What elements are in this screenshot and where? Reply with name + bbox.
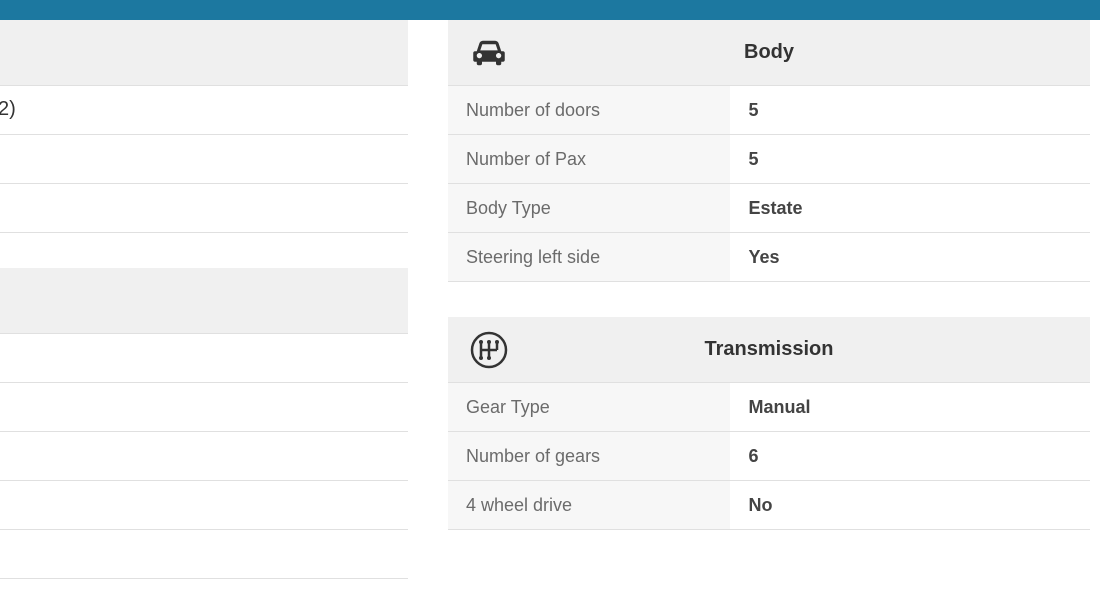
label-4wd: 4 wheel drive [448, 481, 730, 529]
body-section: Body Number of doors 5 Number of Pax 5 B… [448, 20, 1090, 282]
table-row: 4 wheel drive No [448, 481, 1090, 530]
left-row [0, 432, 408, 481]
value-pax: 5 [730, 135, 1090, 183]
left-section-header-2 [0, 268, 408, 334]
left-row [0, 184, 408, 233]
right-column: Body Number of doors 5 Number of Pax 5 B… [448, 20, 1098, 579]
table-row: Gear Type Manual [448, 383, 1090, 432]
label-numgears: Number of gears [448, 432, 730, 480]
table-row: Number of Pax 5 [448, 135, 1090, 184]
value-steering: Yes [730, 233, 1090, 281]
label-bodytype: Body Type [448, 184, 730, 232]
label-geartype: Gear Type [448, 383, 730, 431]
left-section-header [0, 20, 408, 86]
left-row [0, 135, 408, 184]
left-column: 2) [0, 20, 408, 579]
content-area: 2) Body Number of doors 5 [0, 20, 1100, 579]
table-row: Number of doors 5 [448, 86, 1090, 135]
label-doors: Number of doors [448, 86, 730, 134]
transmission-section-title: Transmission [512, 338, 1072, 361]
transmission-section: Transmission Gear Type Manual Number of … [448, 317, 1090, 530]
left-row [0, 481, 408, 530]
value-4wd: No [730, 481, 1090, 529]
left-row [0, 383, 408, 432]
table-row: Body Type Estate [448, 184, 1090, 233]
table-row: Number of gears 6 [448, 432, 1090, 481]
body-section-title: Body [512, 41, 1072, 64]
label-pax: Number of Pax [448, 135, 730, 183]
left-partial-text: 2) [0, 86, 408, 135]
table-row: Steering left side Yes [448, 233, 1090, 282]
value-bodytype: Estate [730, 184, 1090, 232]
left-row [0, 334, 408, 383]
value-numgears: 6 [730, 432, 1090, 480]
top-bar [0, 0, 1100, 20]
gearstick-icon [466, 327, 512, 373]
value-geartype: Manual [730, 383, 1090, 431]
car-icon [466, 30, 512, 76]
value-doors: 5 [730, 86, 1090, 134]
transmission-section-header: Transmission [448, 317, 1090, 383]
body-section-header: Body [448, 20, 1090, 86]
label-steering: Steering left side [448, 233, 730, 281]
left-row [0, 530, 408, 579]
